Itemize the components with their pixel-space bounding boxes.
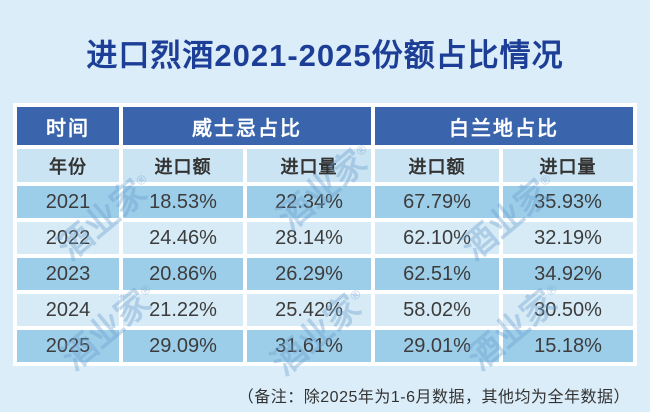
cell-whisky-import-value: 29.09% [123, 330, 243, 362]
cell-brandy-import-value: 62.51% [375, 258, 499, 290]
cell-whisky-import-value: 24.46% [123, 222, 243, 254]
cell-brandy-import-value: 62.10% [375, 222, 499, 254]
cell-brandy-import-volume: 35.93% [503, 186, 633, 218]
cell-brandy-import-volume: 30.50% [503, 294, 633, 326]
sub-header-row: 年份 进口额 进口量 进口额 进口量 [17, 149, 633, 182]
header-brandy-share: 白兰地占比 [375, 107, 633, 145]
cell-brandy-import-volume: 15.18% [503, 330, 633, 362]
cell-brandy-import-volume: 32.19% [503, 222, 633, 254]
subheader-year: 年份 [17, 149, 119, 182]
header-time: 时间 [17, 107, 119, 145]
cell-year: 2024 [17, 294, 119, 326]
cell-brandy-import-value: 67.79% [375, 186, 499, 218]
cell-brandy-import-value: 29.01% [375, 330, 499, 362]
cell-whisky-import-volume: 22.34% [247, 186, 371, 218]
table-row-2023: 2023 20.86% 26.29% 62.51% 34.92% [17, 258, 633, 290]
footnote: （备注：除2025年为1-6月数据，其他均为全年数据） [237, 389, 630, 406]
cell-brandy-import-value: 58.02% [375, 294, 499, 326]
cell-whisky-import-value: 21.22% [123, 294, 243, 326]
share-table: 时间 威士忌占比 白兰地占比 年份 进口额 进口量 进口额 进口量 2021 1… [13, 103, 637, 366]
cell-year: 2025 [17, 330, 119, 362]
page-title: 进口烈酒2021-2025份额占比情况 [86, 38, 564, 73]
cell-brandy-import-volume: 34.92% [503, 258, 633, 290]
cell-whisky-import-volume: 25.42% [247, 294, 371, 326]
cell-whisky-import-volume: 26.29% [247, 258, 371, 290]
header-whisky-share: 威士忌占比 [123, 107, 371, 145]
cell-whisky-import-volume: 31.61% [247, 330, 371, 362]
subheader-whisky-import-value: 进口额 [123, 149, 243, 182]
cell-year: 2023 [17, 258, 119, 290]
subheader-brandy-import-volume: 进口量 [503, 149, 633, 182]
cell-year: 2021 [17, 186, 119, 218]
cell-whisky-import-value: 20.86% [123, 258, 243, 290]
table-row-2025: 2025 29.09% 31.61% 29.01% 15.18% [17, 330, 633, 362]
subheader-whisky-import-volume: 进口量 [247, 149, 371, 182]
group-header-row: 时间 威士忌占比 白兰地占比 [17, 107, 633, 145]
cell-whisky-import-value: 18.53% [123, 186, 243, 218]
table-row-2022: 2022 24.46% 28.14% 62.10% 32.19% [17, 222, 633, 254]
table-row-2024: 2024 21.22% 25.42% 58.02% 30.50% [17, 294, 633, 326]
share-table-container: 时间 威士忌占比 白兰地占比 年份 进口额 进口量 进口额 进口量 2021 1… [13, 103, 637, 366]
cell-year: 2022 [17, 222, 119, 254]
cell-whisky-import-volume: 28.14% [247, 222, 371, 254]
table-row-2021: 2021 18.53% 22.34% 67.79% 35.93% [17, 186, 633, 218]
subheader-brandy-import-value: 进口额 [375, 149, 499, 182]
